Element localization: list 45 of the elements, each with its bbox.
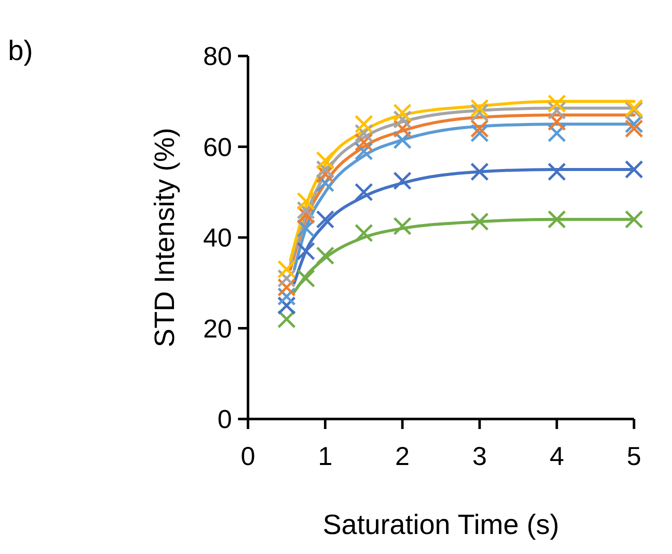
point xyxy=(354,132,374,152)
point xyxy=(548,94,566,113)
x-tick-label: 5 xyxy=(626,441,642,471)
point xyxy=(393,216,412,236)
point xyxy=(316,210,334,229)
point xyxy=(470,98,489,118)
point xyxy=(354,114,374,134)
x-tick-label: 1 xyxy=(318,441,332,471)
point xyxy=(624,119,644,138)
point xyxy=(624,210,644,229)
x-tick-label: 4 xyxy=(550,441,564,471)
point xyxy=(296,192,316,210)
y-axis-title: STD Intensity (%) xyxy=(149,128,180,348)
y-tick-label: 0 xyxy=(218,404,232,434)
point xyxy=(548,210,566,229)
point xyxy=(624,160,644,179)
point xyxy=(296,201,316,220)
point xyxy=(354,224,374,242)
point xyxy=(296,242,316,260)
y-tick-label: 40 xyxy=(203,222,232,253)
point xyxy=(296,219,316,238)
y-tick-label: 80 xyxy=(203,41,232,72)
point xyxy=(393,103,412,122)
point xyxy=(316,160,334,179)
point xyxy=(470,162,489,181)
y-tick-label: 20 xyxy=(203,313,232,344)
point xyxy=(548,101,566,120)
point xyxy=(548,162,566,181)
point xyxy=(316,246,334,265)
point xyxy=(277,269,296,288)
x-tick-label: 2 xyxy=(395,441,410,471)
point xyxy=(393,110,412,129)
point xyxy=(354,182,374,202)
point xyxy=(548,112,566,132)
point xyxy=(316,151,334,170)
point xyxy=(296,269,316,288)
point xyxy=(354,142,374,161)
y-tick-label: 60 xyxy=(203,132,232,162)
x-axis-title: Saturation Time (s) xyxy=(322,509,560,540)
point xyxy=(393,172,412,190)
point xyxy=(470,119,489,138)
point xyxy=(470,212,489,231)
x-tick-label: 3 xyxy=(472,441,487,471)
x-tick-label: 0 xyxy=(240,441,256,471)
text: b) xyxy=(8,35,33,66)
